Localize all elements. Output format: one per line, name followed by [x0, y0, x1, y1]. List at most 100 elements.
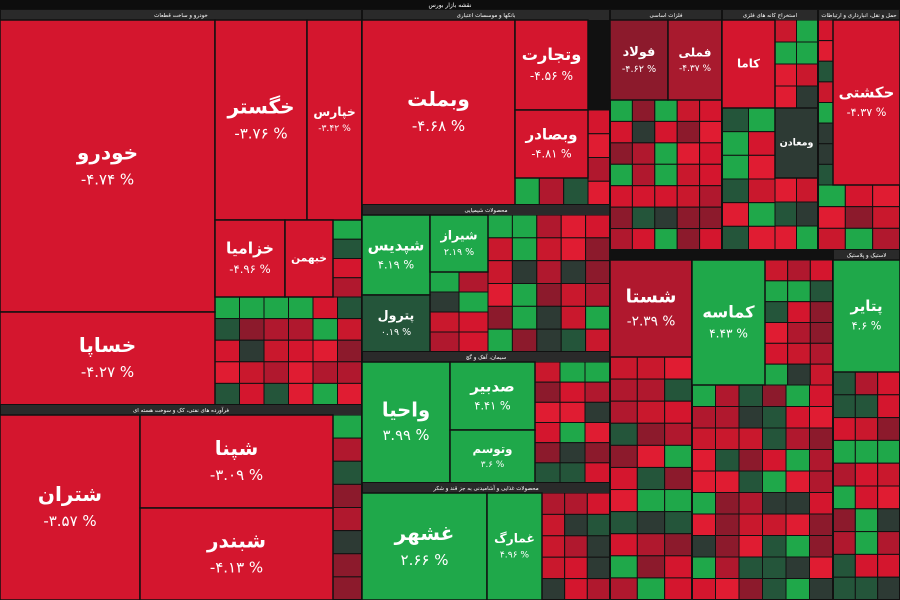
minor-tile — [664, 577, 693, 600]
minor-tile — [715, 578, 740, 600]
tile-change: -۴.۵۶ % — [530, 69, 573, 83]
minor-tile — [832, 394, 856, 419]
minor-tile — [541, 513, 566, 537]
tile — [361, 492, 488, 600]
sector-title: استخراج کانه های فلزی — [743, 12, 798, 19]
minor-tile — [586, 513, 611, 537]
minor-tile — [817, 206, 846, 229]
tile-name: شستا — [626, 287, 677, 308]
minor-tile — [654, 99, 678, 122]
minor-tile — [636, 511, 666, 535]
tile-change: ۴.۹۶ % — [500, 550, 530, 561]
minor-tile — [332, 258, 363, 279]
tile-name: وبملت — [407, 87, 470, 111]
minor-tile — [536, 328, 562, 353]
sector-title: سیمان، آهک و گچ — [466, 354, 507, 361]
minor-tile — [511, 328, 538, 353]
minor-tile — [787, 322, 811, 344]
minor-tile — [337, 382, 363, 406]
minor-tile — [664, 533, 693, 557]
minor-tile — [263, 318, 289, 341]
tile — [449, 429, 536, 484]
minor-tile — [699, 163, 723, 187]
minor-tile — [609, 356, 638, 380]
minor-tile — [691, 427, 716, 450]
tile-change: -۴.۶۲ % — [622, 64, 656, 75]
minor-tile — [832, 485, 856, 510]
minor-tile — [877, 371, 900, 396]
minor-tile — [536, 305, 562, 330]
tile — [0, 19, 216, 313]
minor-tile — [762, 513, 787, 536]
minor-tile — [762, 556, 787, 579]
minor-tile — [487, 260, 513, 284]
minor-tile — [586, 535, 611, 558]
minor-tile — [631, 185, 656, 208]
minor-tile — [564, 556, 588, 580]
tile-name: فملی — [679, 45, 712, 59]
minor-tile — [715, 492, 740, 515]
minor-tile — [715, 449, 740, 472]
tile — [306, 19, 363, 221]
minor-tile — [564, 513, 588, 537]
minor-tile — [748, 107, 776, 133]
minor-tile — [738, 578, 763, 600]
minor-tile — [676, 228, 701, 251]
minor-tile — [854, 553, 879, 578]
minor-tile — [715, 535, 740, 558]
minor-tile — [715, 427, 740, 450]
minor-tile — [429, 291, 460, 313]
minor-tile — [609, 555, 638, 579]
minor-tile — [636, 400, 666, 424]
minor-tile — [715, 384, 740, 407]
tile-name: غشهر — [394, 521, 455, 545]
sector-header — [834, 250, 899, 260]
sector-header — [363, 205, 609, 215]
tile-name: شپنا — [215, 436, 259, 461]
minor-tile — [872, 184, 900, 208]
minor-tile — [609, 185, 633, 208]
minor-tile — [715, 513, 740, 536]
minor-tile — [487, 283, 513, 307]
minor-tile — [631, 163, 656, 187]
minor-tile — [511, 260, 538, 284]
minor-tile — [587, 157, 611, 182]
minor-tile — [636, 378, 666, 402]
tile-name: وتجارت — [522, 45, 582, 64]
minor-tile — [787, 363, 811, 386]
minor-tile — [332, 277, 363, 298]
minor-tile — [809, 513, 834, 536]
minor-tile — [536, 283, 562, 307]
minor-tile — [809, 492, 834, 515]
minor-tile — [564, 492, 588, 515]
minor-tile — [721, 178, 749, 204]
minor-tile — [774, 19, 797, 43]
tile-change: -۳.۴۲ % — [318, 123, 351, 134]
minor-tile — [715, 556, 740, 579]
minor-tile — [560, 260, 587, 284]
minor-tile — [458, 271, 489, 293]
tile-name: شپدیس — [368, 236, 425, 255]
minor-tile — [536, 260, 562, 284]
tile-change: -۴.۸۱ % — [531, 147, 572, 161]
minor-tile — [796, 41, 819, 65]
minor-tile — [560, 328, 587, 353]
minor-tile — [585, 328, 611, 353]
tile — [139, 414, 334, 509]
minor-tile — [239, 339, 265, 363]
minor-tile — [796, 177, 819, 203]
tile-name: ومعادن — [780, 138, 814, 149]
sector-title: بانکها و موسسات اعتباری — [457, 12, 516, 19]
header-bar — [0, 0, 900, 10]
minor-tile — [854, 531, 879, 555]
tile-change: -۴.۶۸ % — [412, 117, 465, 135]
minor-tile — [312, 382, 338, 406]
minor-tile — [796, 201, 819, 227]
minor-tile — [787, 301, 811, 323]
minor-tile — [585, 305, 611, 330]
minor-tile — [586, 492, 611, 515]
minor-tile — [809, 406, 834, 429]
minor-tile — [631, 120, 656, 144]
sector-header — [611, 10, 721, 20]
